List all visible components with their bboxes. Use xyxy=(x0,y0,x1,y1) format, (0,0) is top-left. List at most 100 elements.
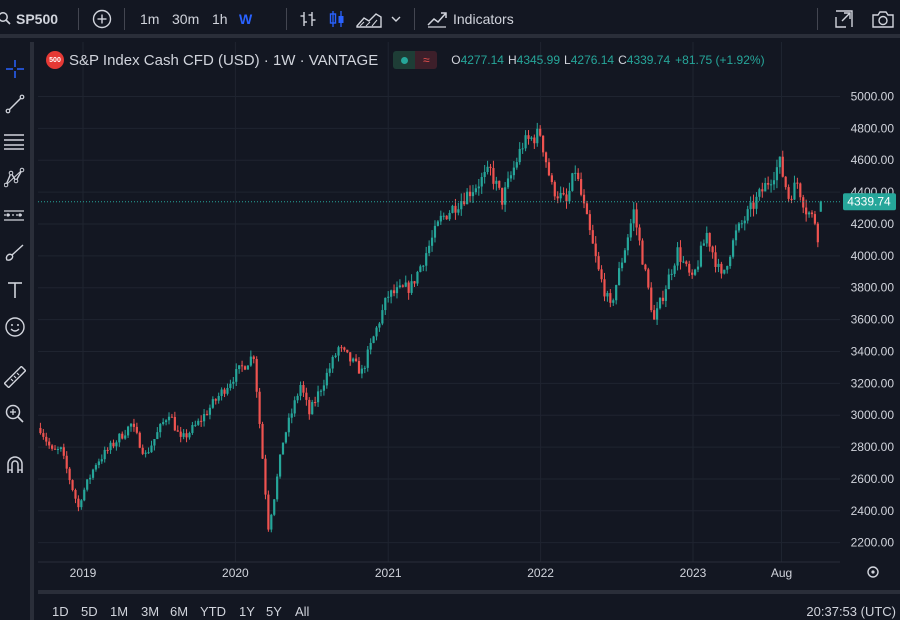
candle xyxy=(518,142,521,165)
candle xyxy=(144,450,147,458)
symbol-search[interactable]: SP500 xyxy=(0,0,58,38)
toolbar-divider xyxy=(817,8,818,30)
candle xyxy=(112,439,115,449)
crosshair-tool[interactable] xyxy=(0,54,30,84)
pattern-tool[interactable] xyxy=(0,163,30,193)
ruler-tool[interactable] xyxy=(0,362,30,392)
candle xyxy=(115,440,118,451)
price-tick-label: 2600.00 xyxy=(851,472,895,486)
price-tick-label: 2400.00 xyxy=(851,504,895,518)
market-open-indicator xyxy=(393,51,416,69)
timeframe-weekly[interactable]: W xyxy=(239,11,253,27)
bar-style-button[interactable] xyxy=(298,0,318,38)
compare-button[interactable] xyxy=(92,0,112,38)
price-chart[interactable]: 5000.004800.004600.004400.004200.004000.… xyxy=(38,42,900,586)
range-1y[interactable]: 1Y xyxy=(239,603,255,619)
candle xyxy=(422,264,425,272)
candle xyxy=(223,387,226,398)
candle xyxy=(167,412,171,425)
timeframe-1h[interactable]: 1h xyxy=(212,11,228,27)
candle xyxy=(305,387,308,406)
candle xyxy=(632,202,635,232)
candle xyxy=(179,426,182,443)
candle xyxy=(296,393,299,404)
chart-pane[interactable]: 5000.00 4800.00 4600.00 4400.00 4200.00 4000.… xyxy=(38,42,900,586)
candle xyxy=(202,409,206,427)
axis-settings-button[interactable] xyxy=(867,566,879,578)
candle xyxy=(565,188,568,209)
candle xyxy=(407,280,410,300)
candle xyxy=(194,420,197,427)
candle xyxy=(717,258,720,273)
change-value: +81.75 (+1.92%) xyxy=(675,53,765,67)
range-5d[interactable]: 5D xyxy=(81,603,98,619)
range-3m[interactable]: 3M xyxy=(141,603,160,619)
clock-timezone[interactable]: 20:37:53 (UTC) xyxy=(806,603,896,619)
range-1m[interactable]: 1M xyxy=(110,603,129,619)
price-axis[interactable] xyxy=(840,42,900,562)
candle xyxy=(281,442,285,455)
candle xyxy=(658,297,662,310)
time-tick-label: 2019 xyxy=(70,566,97,580)
area-style-button[interactable] xyxy=(356,0,382,38)
range-5y[interactable]: 5Y xyxy=(266,603,282,619)
candle xyxy=(723,269,726,275)
candle xyxy=(71,479,74,492)
trendline-tool[interactable] xyxy=(0,89,30,119)
range-1d[interactable]: 1D xyxy=(52,603,69,619)
candle xyxy=(343,346,346,352)
open-value: 4277.14 xyxy=(460,53,504,67)
forecast-tool[interactable] xyxy=(0,200,30,230)
candle xyxy=(612,298,615,306)
candle xyxy=(515,157,518,170)
candle xyxy=(62,443,65,460)
emoji-tool[interactable] xyxy=(0,312,30,342)
candle xyxy=(126,425,130,438)
candle xyxy=(322,379,326,396)
magnet-icon xyxy=(7,456,23,473)
symbol-name: SP500 xyxy=(16,11,59,27)
range-all[interactable]: All xyxy=(295,603,310,619)
candle xyxy=(796,177,799,189)
symbol-title[interactable]: S&P Index Cash CFD (USD) · 1W · VANTAGE xyxy=(69,51,379,69)
magnet-tool[interactable] xyxy=(0,450,30,480)
snapshot-button[interactable] xyxy=(871,0,895,38)
candle xyxy=(121,431,124,440)
candle xyxy=(287,413,290,437)
candle xyxy=(372,335,375,344)
candle xyxy=(308,397,311,420)
brush-tool[interactable] xyxy=(0,238,30,268)
candle xyxy=(489,163,492,176)
candle xyxy=(384,297,387,315)
indicators-button[interactable]: Indicators xyxy=(426,0,514,38)
range-ytd[interactable]: YTD xyxy=(200,603,226,619)
candle xyxy=(381,304,384,326)
chart-grid xyxy=(38,42,840,576)
timeframe-30m[interactable]: 30m xyxy=(172,11,200,27)
zoom-tool[interactable] xyxy=(0,399,30,429)
timeframe-1m[interactable]: 1m xyxy=(140,11,160,27)
time-tick-label: 2020 xyxy=(222,566,249,580)
low-value: 4276.14 xyxy=(570,53,615,67)
candle xyxy=(571,172,574,192)
fib-tool[interactable] xyxy=(0,126,30,156)
fullscreen-button[interactable] xyxy=(834,0,854,38)
range-6m[interactable]: 6M xyxy=(170,603,189,619)
candles-style-button[interactable] xyxy=(327,0,347,38)
settings-icon xyxy=(867,566,879,578)
time-axis[interactable] xyxy=(38,562,900,586)
market-status-toggle[interactable]: ≈ xyxy=(393,51,438,69)
candle xyxy=(471,184,475,204)
candle xyxy=(264,454,267,500)
candle xyxy=(153,438,156,451)
candle xyxy=(141,444,144,456)
candle xyxy=(468,185,472,203)
candle xyxy=(334,353,337,359)
text-tool[interactable] xyxy=(0,275,30,305)
candle xyxy=(366,345,369,372)
candle xyxy=(200,415,203,427)
chart-type-dropdown[interactable] xyxy=(390,0,402,38)
candle xyxy=(784,176,787,190)
candle xyxy=(778,156,781,174)
candle xyxy=(419,264,422,273)
